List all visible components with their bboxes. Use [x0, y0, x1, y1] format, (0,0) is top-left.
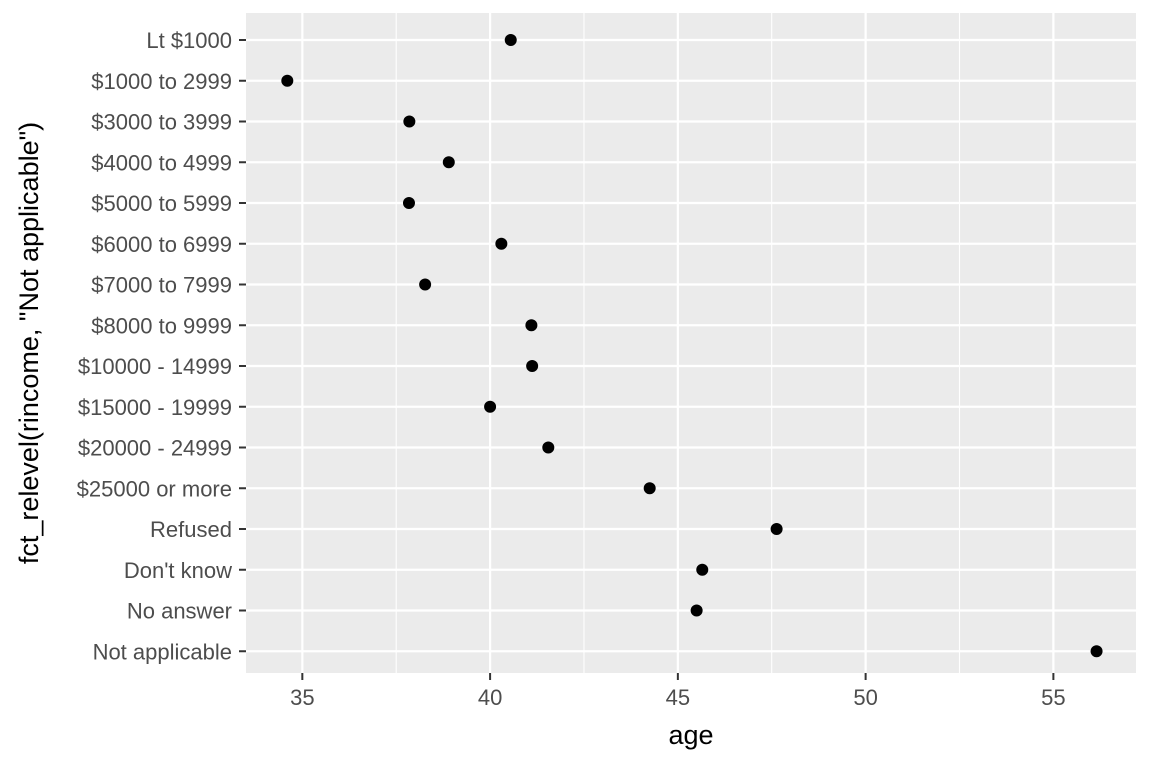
y-tick-label: Refused — [150, 517, 232, 542]
y-axis: Lt $1000 $1000 to 2999 $3000 to 3999 $4000 … — [77, 28, 246, 664]
x-axis-title: age — [668, 720, 713, 750]
data-point — [526, 360, 539, 372]
y-tick-label: $8000 to 9999 — [91, 313, 232, 338]
data-point — [403, 115, 416, 128]
y-tick-label: $4000 to 4999 — [91, 150, 232, 175]
data-point — [495, 237, 508, 250]
x-axis: 35 40 45 50 55 — [290, 673, 1066, 710]
y-tick-label: $25000 or more — [77, 476, 232, 501]
plot-panel — [246, 13, 1136, 673]
y-tick-label: $20000 - 24999 — [78, 436, 232, 461]
data-point — [690, 604, 703, 617]
data-point — [643, 482, 656, 495]
data-point — [442, 156, 455, 169]
y-tick-label: No answer — [127, 599, 232, 624]
data-point — [525, 319, 538, 332]
data-points — [281, 34, 1103, 658]
x-tick-label: 55 — [1041, 685, 1065, 710]
x-tick-label: 35 — [290, 685, 314, 710]
y-axis-title: fct_relevel(rincome, "Not applicable") — [14, 122, 44, 564]
y-tick-label: $3000 to 3999 — [91, 110, 232, 135]
y-tick-label: $15000 - 19999 — [78, 395, 232, 420]
minor-gridlines — [395, 13, 961, 673]
y-tick-label: $7000 to 7999 — [91, 273, 232, 298]
y-tick-label: $1000 to 2999 — [91, 69, 232, 94]
data-point — [504, 34, 517, 46]
x-tick-label: 45 — [666, 685, 690, 710]
x-tick-label: 50 — [853, 685, 877, 710]
data-point — [770, 523, 783, 535]
y-tick-label: Don't know — [124, 558, 232, 583]
data-point — [484, 400, 497, 413]
major-gridlines — [246, 13, 1136, 673]
data-point — [1090, 645, 1103, 658]
y-tick-label: $10000 - 14999 — [78, 354, 232, 379]
y-tick-label: $6000 to 6999 — [91, 232, 232, 257]
data-point — [402, 197, 415, 209]
data-point — [696, 563, 709, 576]
y-tick-label: Not applicable — [93, 639, 232, 664]
data-point — [281, 74, 294, 87]
y-tick-label: $5000 to 5999 — [91, 191, 232, 216]
y-tick-label: Lt $1000 — [146, 28, 232, 53]
x-tick-label: 40 — [478, 685, 502, 710]
data-point — [419, 278, 432, 291]
data-point — [542, 441, 555, 454]
